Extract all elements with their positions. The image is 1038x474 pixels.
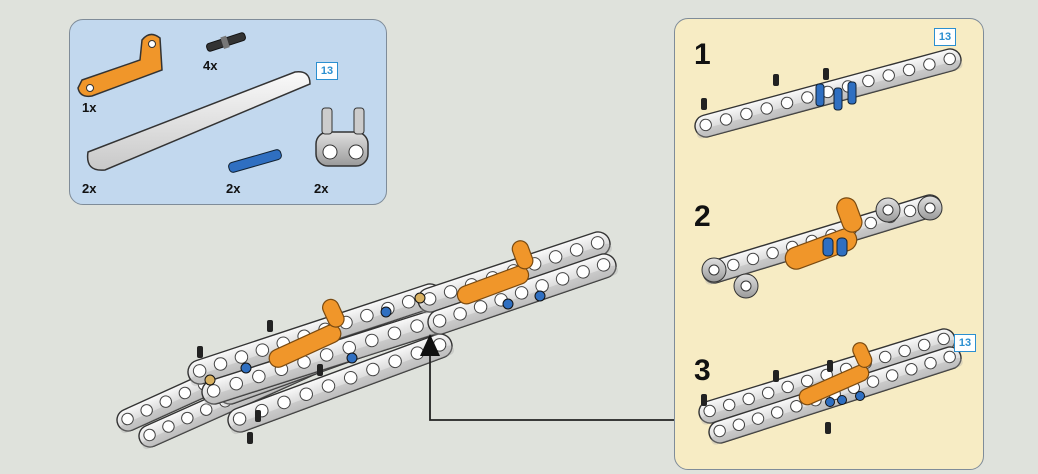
step-1-badge: 13 [934,28,956,46]
step-number-1: 1 [694,38,711,71]
step-3-black-pin [773,370,779,382]
main-blue-pin [240,362,252,374]
step-1-blue-pin [815,83,825,107]
step-3-black-pin [827,360,833,372]
step-1-white-beam [694,48,963,139]
black-pin-part [206,32,246,52]
main-blue-pin [534,290,546,302]
main-tan-pin [414,292,426,304]
step-3-orange-liftarm [798,342,873,406]
step-1-black-pin [823,68,829,80]
connector-arrow [420,334,708,421]
main-beam-middle-front [227,333,455,435]
step-3-white-beam-front [708,346,963,445]
step-3-badge: 13 [954,334,976,352]
qty-label-blue-pin: 2x [226,181,241,196]
step-3-black-pin [825,422,831,434]
main-orange-liftarm-right [456,240,534,305]
main-black-pin [197,346,203,358]
step-1-black-pin [773,74,779,86]
step-3-black-pin [701,394,707,406]
main-blue-pin [346,352,358,364]
qty-label-gray-connector: 2x [314,181,329,196]
main-orange-liftarm-left [268,298,345,368]
qty-label-black-pin: 4x [203,58,218,73]
blue-axle-pin-part [228,149,282,173]
main-black-pin [247,432,253,444]
main-blue-pin [502,298,514,310]
step-1-black-pin [701,98,707,110]
step-1-blue-pin [833,87,843,111]
step-2-blue-pin [836,237,848,257]
main-tan-pin [204,374,216,386]
qty-label-white-beam: 2x [82,181,97,196]
step-2-blue-pin [822,237,834,257]
main-beam-top-front [201,307,454,406]
main-blue-pin [380,306,392,318]
main-beam-right-front [427,253,618,336]
step-1-blue-pin [847,81,857,105]
main-black-pin [317,364,323,376]
gray-double-pin-connector-part [315,107,369,167]
main-black-pin [255,410,261,422]
step-3-blue-pin [837,395,847,405]
step-3-blue-pin [825,397,835,407]
white-long-beam-part [86,71,311,171]
step-3-blue-pin [855,391,865,401]
orange-bent-liftarm-part [77,33,163,98]
main-assembly-model [116,231,618,450]
qty-label-bent-liftarm: 1x [82,100,97,115]
step-number-3: 3 [694,354,711,387]
main-black-pin [267,320,273,332]
parts-list-badge: 13 [316,62,338,80]
step-number-2: 2 [694,200,711,233]
